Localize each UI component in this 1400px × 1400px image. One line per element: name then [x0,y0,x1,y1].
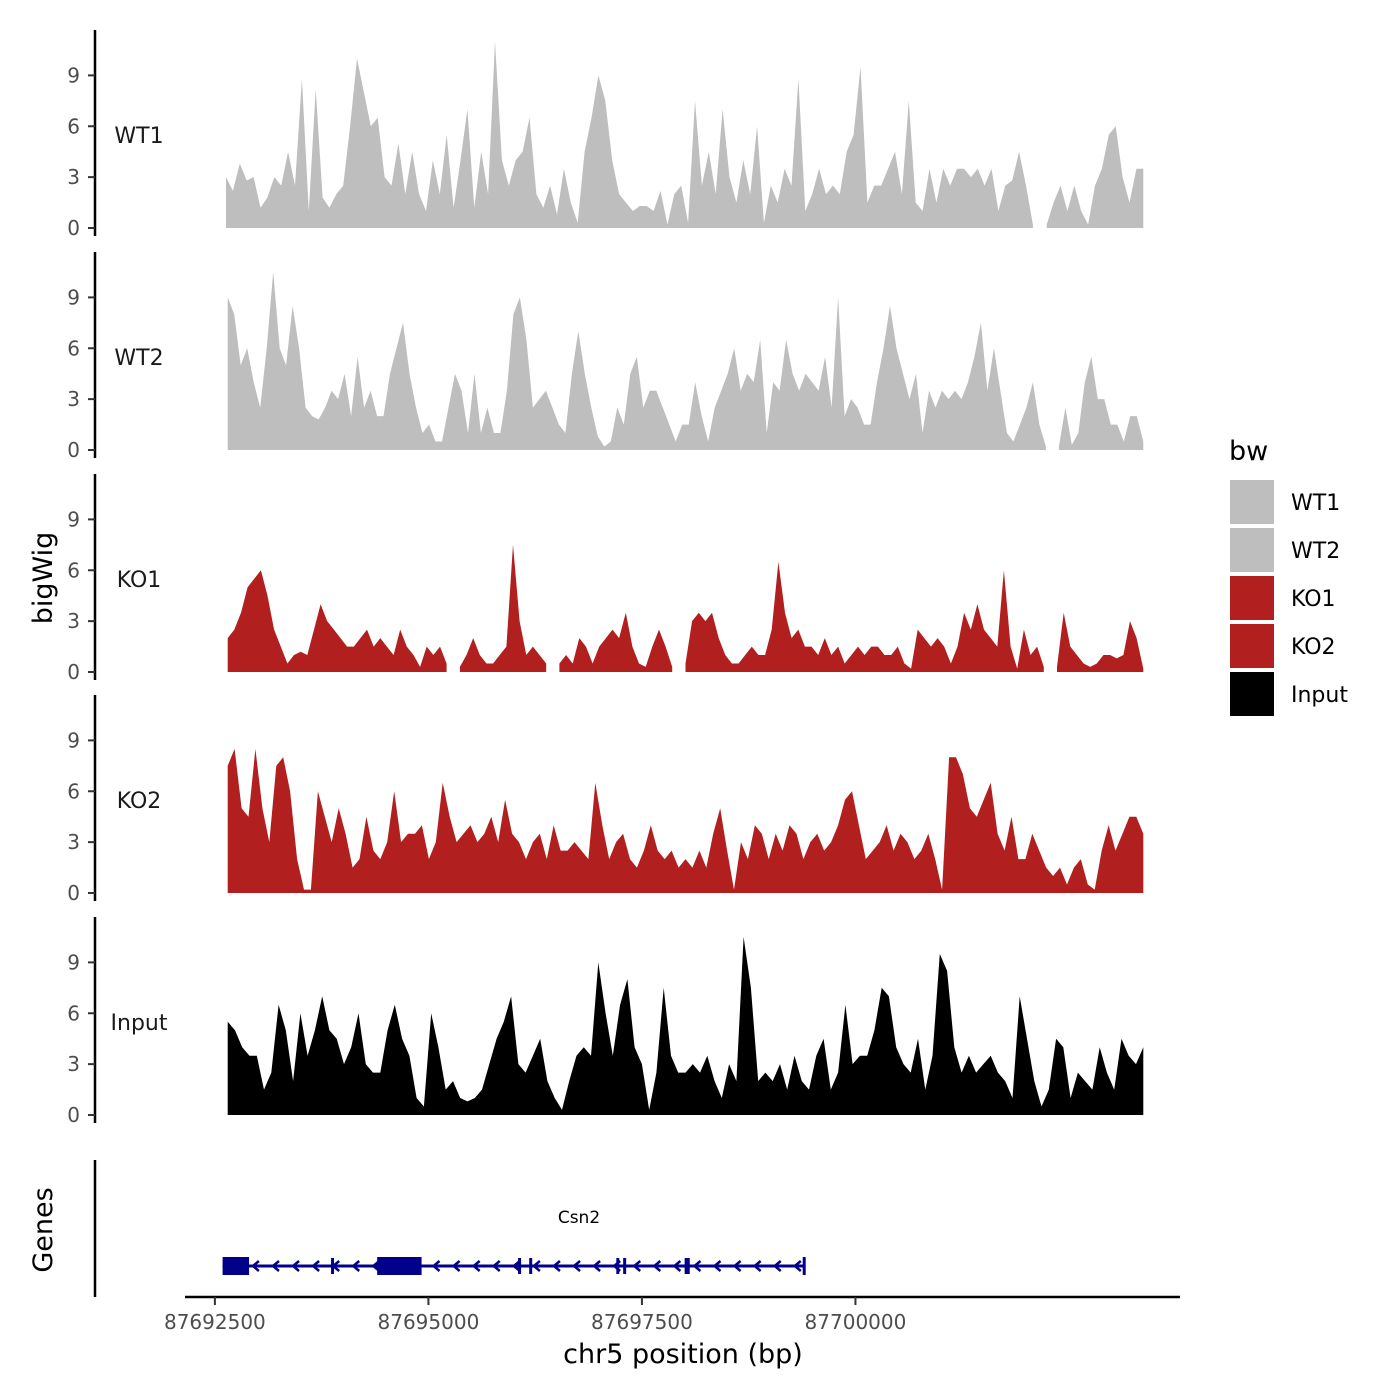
y-tick-label: 3 [67,1052,80,1076]
x-axis-title: chr5 position (bp) [563,1339,803,1370]
strand-arrow [271,1260,280,1272]
gene-exon [684,1258,690,1274]
y-tick-label: 0 [67,1103,80,1127]
strand-arrow [351,1260,361,1272]
y-axis-title-genes: Genes [28,1187,59,1272]
strand-arrow [311,1260,320,1272]
y-axis-title-bigwig: bigWig [28,532,59,625]
strand-arrow [531,1260,541,1272]
signal-tracks: 0 3 6 9 WT1 0 3 6 9 WT2 0 3 6 9 KO1 0 3 6 9 KO2 0 3 6 9 Input [67,30,1144,1127]
y-tick-label: 0 [67,660,80,684]
strand-arrow [752,1260,762,1272]
y-tick-label: 3 [67,387,80,411]
strand-arrow [792,1260,802,1272]
y-tick-label: 9 [67,950,80,974]
strand-arrow [672,1260,682,1272]
legend-label-ko1: KO1 [1291,587,1336,612]
gene-exon [331,1258,335,1274]
gene-exon [518,1258,522,1274]
y-tick-label: 3 [67,165,80,189]
track-ko1: 0 3 6 9 KO1 [67,474,1144,684]
area-input [227,937,1144,1115]
legend-title: bw [1229,436,1268,467]
y-tick-label: 9 [67,728,80,752]
strand-arrow [471,1260,481,1272]
strand-arrow [592,1260,601,1272]
strand-arrow [511,1260,521,1272]
strand-arrow [250,1260,260,1272]
gene-label: Csn2 [558,1208,600,1228]
area-ko2 [227,748,1144,893]
y-tick-label: 6 [67,114,80,138]
y-tick-label: 6 [67,558,80,582]
y-tick-label: 9 [67,285,80,309]
y-tick-label: 0 [67,881,80,905]
legend-swatch-ko2 [1230,624,1274,668]
strand-arrow [632,1260,642,1272]
track-ko2: 0 3 6 9 KO2 [67,695,1144,905]
gene-exon [377,1257,422,1275]
x-tick-label: 87695000 [378,1310,480,1334]
y-tick-label: 6 [67,1001,80,1025]
track-label-wt2: WT2 [114,346,163,371]
track-label-input: Input [111,1011,168,1036]
y-tick-label: 9 [67,63,80,87]
x-tick-label: 87692500 [164,1310,266,1334]
gene-exon [529,1258,533,1274]
strand-arrow [732,1260,742,1272]
area-ko1 [685,561,1044,672]
strand-arrow [772,1260,782,1272]
area-wt2 [227,272,1046,450]
y-tick-label: 6 [67,336,80,360]
strand-arrow [491,1260,501,1272]
legend-swatch-wt1 [1230,480,1274,524]
area-wt2 [1058,356,1144,450]
track-label-wt1: WT1 [114,124,163,149]
track-wt2: 0 3 6 9 WT2 [67,252,1144,462]
area-ko1 [227,570,447,672]
track-input: 0 3 6 9 Input [67,917,1144,1127]
y-tick-label: 9 [67,507,80,531]
strand-arrow [692,1260,702,1272]
strand-arrow [712,1260,722,1272]
y-tick-label: 3 [67,609,80,633]
legend-swatch-input [1230,672,1274,716]
legend-swatch-wt2 [1230,528,1274,572]
legend-label-input: Input [1291,683,1348,708]
legend-label-wt2: WT2 [1291,539,1340,564]
x-tick-label: 87697500 [591,1310,693,1334]
area-wt1 [226,41,1033,228]
legend-swatch-ko1 [1230,576,1274,620]
strand-arrow [572,1260,581,1272]
legend-label-ko2: KO2 [1291,635,1336,660]
gene-exon [616,1258,620,1274]
track-wt1: 0 3 6 9 WT1 [67,30,1144,240]
x-axis: 87692500 87695000 87697500 87700000 [164,1295,1180,1334]
area-ko1 [559,612,673,672]
y-tick-label: 6 [67,779,80,803]
strand-arrow [291,1260,300,1272]
area-ko1 [459,544,547,672]
strand-arrow [451,1260,461,1272]
area-wt1 [1046,126,1144,228]
track-label-ko1: KO1 [117,568,162,593]
gene-exon [623,1258,627,1274]
gene-track: Csn2 [93,1160,806,1297]
y-tick-label: 0 [67,216,80,240]
gene-exon [222,1257,250,1275]
legend-label-wt1: WT1 [1291,491,1340,516]
y-tick-label: 0 [67,438,80,462]
legend: bw WT1 WT2 KO1 KO2 Input [1229,436,1348,716]
y-tick-label: 3 [67,830,80,854]
area-ko1 [1057,612,1144,672]
track-label-ko2: KO2 [117,789,162,814]
x-tick-label: 87700000 [805,1310,907,1334]
strand-arrow [552,1260,561,1272]
strand-arrow [431,1260,441,1272]
strand-arrow [652,1260,662,1272]
